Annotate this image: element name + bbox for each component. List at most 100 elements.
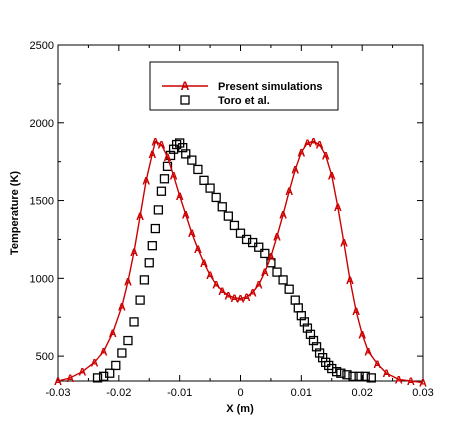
sim-point: A: [237, 294, 245, 306]
sim-point: A: [151, 136, 159, 148]
y-tick-label: 2000: [30, 118, 54, 130]
toro-point: [235, 228, 246, 238]
legend-label-toro: Toro et al.: [218, 95, 270, 107]
toro-point: [139, 275, 150, 285]
sim-point: A: [194, 244, 202, 256]
toro-point: [260, 248, 270, 259]
toro-point: [241, 234, 252, 245]
sim-point: A: [188, 228, 196, 240]
toro-point: [317, 353, 328, 363]
sim-point: A: [346, 275, 354, 287]
toro-point: [205, 183, 215, 193]
toro-point: [217, 202, 227, 212]
toro-point: [354, 371, 364, 381]
x-tick-label: 0.03: [412, 387, 433, 399]
sim-point: A: [328, 171, 336, 183]
sim-point: A: [364, 346, 372, 358]
sim-point: A: [352, 306, 360, 318]
toro-point: [117, 348, 127, 358]
toro-point: [147, 241, 157, 251]
sim-point: A: [383, 368, 391, 380]
legend-marker-sim: A: [181, 79, 190, 93]
sim-point: A: [310, 136, 318, 148]
toro-point: [162, 161, 173, 171]
sim-point: A: [66, 373, 74, 385]
toro-point: [342, 370, 352, 380]
sim-point: A: [100, 346, 108, 358]
y-tick-label: 500: [36, 351, 54, 363]
toro-point: [229, 220, 240, 231]
toro-point: [299, 317, 310, 327]
toro-point: [178, 143, 188, 153]
x-tick-label: 0.01: [291, 387, 312, 399]
toro-point: [123, 335, 133, 346]
sim-point: A: [255, 280, 263, 292]
toro-point: [284, 284, 294, 294]
toro-point: [278, 275, 288, 285]
sim-point: A: [164, 152, 172, 164]
toro-point: [129, 317, 139, 327]
toro-point: [302, 323, 313, 333]
x-axis-title: X (m): [226, 403, 254, 415]
sim-point: A: [358, 329, 366, 341]
sim-point: A: [218, 286, 226, 298]
toro-point: [92, 373, 103, 383]
sim-point: A: [243, 292, 251, 304]
sim-point: A: [291, 164, 299, 176]
sim-point: A: [91, 357, 99, 369]
axis-ticks: -0.03 -0.02 -0.01 0 0.01 0.02 0.03 500 1000 1500 2…: [30, 40, 434, 399]
sim-point: A: [419, 378, 427, 390]
toro-point: [199, 175, 209, 185]
x-tick-label: -0.01: [167, 387, 192, 399]
toro-point: [308, 335, 319, 346]
toro-point: [314, 348, 325, 358]
y-axis-title: Temperature (K): [9, 171, 21, 255]
sim-point: A: [136, 211, 144, 223]
toro-point: [223, 211, 233, 221]
sim-point: A: [54, 376, 62, 388]
sim-point: A: [124, 276, 132, 288]
sim-point: A: [200, 258, 208, 270]
toro-point: [150, 223, 160, 234]
toro-point: [156, 186, 167, 196]
toro-point: [111, 360, 121, 371]
toro-point: [293, 303, 303, 313]
sim-point: A: [407, 376, 415, 388]
sim-point: A: [279, 210, 287, 222]
toro-point: [305, 329, 316, 339]
sim-point: A: [182, 210, 190, 222]
sim-point: A: [109, 328, 117, 340]
toro-point: [144, 258, 154, 268]
toro-point: [366, 373, 376, 383]
toro-point: [296, 311, 306, 321]
toro-point: [159, 174, 170, 184]
sim-point: A: [334, 202, 342, 214]
toro-point: [211, 192, 221, 203]
x-tick-label: -0.03: [45, 387, 70, 399]
toro-point: [181, 149, 191, 159]
toro-point: [168, 144, 179, 154]
toro-point: [193, 164, 203, 175]
toro-point: [135, 295, 145, 305]
toro-point: [254, 242, 264, 252]
sim-point: A: [261, 267, 269, 279]
sim-point: A: [297, 147, 305, 159]
toro-point: [98, 371, 109, 381]
y-tick-label: 2500: [30, 40, 54, 52]
sim-point: A: [303, 138, 311, 150]
toro-point: [327, 363, 337, 374]
x-tick-label: 0: [237, 387, 243, 399]
sim-point: A: [212, 280, 220, 292]
toro-point: [336, 368, 346, 378]
toro-point: [175, 138, 185, 148]
sim-point: A: [78, 367, 86, 379]
toro-point: [360, 371, 370, 381]
toro-point: [324, 360, 334, 371]
sim-point: A: [373, 359, 381, 371]
y-tick-label: 1000: [30, 273, 54, 285]
toro-point: [171, 139, 182, 150]
x-tick-label: 0.02: [351, 387, 372, 399]
sim-point: A: [230, 293, 238, 305]
toro-point: [105, 368, 115, 378]
